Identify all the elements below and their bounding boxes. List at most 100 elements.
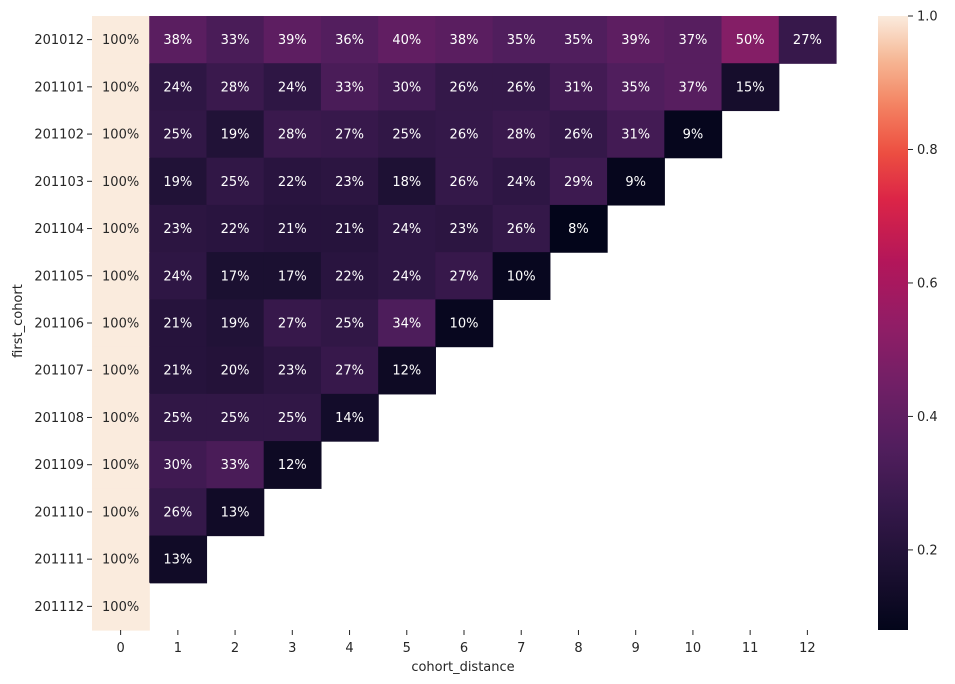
- y-axis-title: first_cohort: [11, 284, 26, 358]
- heatmap-cell: [320, 299, 379, 348]
- heatmap-cell: [92, 252, 150, 300]
- heatmap-cell: [149, 441, 208, 489]
- x-tick-label: 5: [403, 641, 411, 656]
- cell-value-label: 40%: [392, 33, 421, 48]
- cell-value-label: 35%: [621, 80, 650, 95]
- cell-value-label: 25%: [335, 317, 364, 332]
- heatmap-cell: [92, 63, 150, 112]
- cell-value-label: 24%: [507, 175, 536, 190]
- y-tick-label: 201102: [34, 128, 84, 143]
- cell-value-label: 21%: [163, 317, 192, 332]
- heatmap-cell: [664, 110, 723, 159]
- heatmap-cell: [607, 110, 665, 159]
- cell-value-label: 18%: [392, 175, 421, 190]
- cell-value-label: 10%: [507, 269, 536, 284]
- cell-value-label: 24%: [392, 269, 421, 284]
- cell-value-label: 30%: [163, 458, 192, 473]
- heatmap-cell: [549, 16, 608, 64]
- heatmap-cell: [149, 535, 208, 584]
- cell-value-label: 38%: [450, 33, 479, 48]
- cell-value-label: 13%: [221, 505, 250, 520]
- cell-value-label: 100%: [102, 553, 139, 568]
- heatmap-cell: [92, 488, 150, 537]
- y-tick-label: 201110: [34, 505, 84, 520]
- heatmap-cell: [378, 252, 436, 300]
- heatmap-cell: [664, 63, 723, 112]
- cell-value-label: 24%: [163, 80, 192, 95]
- heatmap-cell: [435, 157, 494, 206]
- heatmap-cell: [263, 157, 322, 206]
- heatmap-cell: [492, 16, 551, 64]
- heatmap-cell: [378, 157, 436, 206]
- heatmap-cell: [263, 441, 322, 489]
- cell-value-label: 37%: [678, 80, 707, 95]
- cell-value-label: 22%: [221, 222, 250, 237]
- x-tick-label: 11: [742, 641, 759, 656]
- cell-value-label: 22%: [335, 269, 364, 284]
- y-tick-labels: 201012 201101 201102 201103 201104 201105 2011…: [34, 33, 92, 615]
- cell-value-label: 29%: [564, 175, 593, 190]
- cell-value-label: 15%: [736, 80, 765, 95]
- cell-value-label: 27%: [335, 128, 364, 143]
- x-tick-label: 12: [799, 641, 816, 656]
- cell-value-label: 25%: [221, 411, 250, 426]
- cell-value-label: 27%: [278, 317, 307, 332]
- heatmap-cell: [435, 252, 494, 300]
- heatmap-cell: [206, 441, 265, 489]
- heatmap-cell: [320, 157, 379, 206]
- cell-value-label: 34%: [392, 317, 421, 332]
- heatmap-cell: [149, 393, 208, 442]
- cell-value-label: 35%: [564, 33, 593, 48]
- cell-value-label: 23%: [163, 222, 192, 237]
- heatmap-cell: [263, 110, 322, 159]
- cell-value-label: 28%: [221, 80, 250, 95]
- heatmap-cell: [206, 110, 265, 159]
- cell-value-label: 100%: [102, 317, 139, 332]
- cell-value-label: 13%: [163, 553, 192, 568]
- cell-value-label: 50%: [736, 33, 765, 48]
- heatmap-cell: [149, 252, 208, 300]
- cell-value-label: 28%: [278, 128, 307, 143]
- heatmap-cell: [149, 488, 208, 537]
- x-tick-label: 9: [632, 641, 640, 656]
- cell-value-label: 26%: [507, 222, 536, 237]
- cell-value-label: 38%: [163, 33, 192, 48]
- colorbar-tick-label: 1.0: [917, 10, 938, 25]
- cell-value-label: 100%: [102, 411, 139, 426]
- heatmap-cell: [92, 535, 150, 584]
- heatmap-cell: [320, 204, 379, 253]
- cell-value-label: 27%: [793, 33, 822, 48]
- cell-value-label: 14%: [335, 411, 364, 426]
- heatmap-cell: [206, 393, 265, 442]
- heatmap-cell: [492, 204, 551, 253]
- heatmap-cell: [607, 157, 665, 206]
- heatmap-cell: [320, 16, 379, 64]
- x-tick-label: 8: [574, 641, 582, 656]
- heatmap-cell: [378, 204, 436, 253]
- cell-value-label: 26%: [450, 175, 479, 190]
- x-tick-label: 4: [345, 641, 353, 656]
- cell-value-label: 100%: [102, 33, 139, 48]
- heatmap-cell: [721, 16, 780, 64]
- cell-value-label: 20%: [221, 364, 250, 379]
- heatmap-cell: [92, 582, 150, 631]
- y-tick-label: 201109: [34, 458, 84, 473]
- cell-value-label: 12%: [278, 458, 307, 473]
- heatmap-cell: [92, 110, 150, 159]
- heatmap-cell: [607, 16, 665, 64]
- cell-value-label: 100%: [102, 269, 139, 284]
- cell-value-label: 33%: [335, 80, 364, 95]
- heatmap-cell: [263, 16, 322, 64]
- x-tick-label: 0: [116, 641, 124, 656]
- heatmap-cell: [549, 110, 608, 159]
- cell-value-label: 24%: [163, 269, 192, 284]
- heatmap-cell: [263, 252, 322, 300]
- heatmap-cell: [378, 63, 436, 112]
- heatmap-cell: [378, 299, 436, 348]
- heatmap-cell: [92, 157, 150, 206]
- heatmap-cell: [435, 204, 494, 253]
- heatmap-cell: [206, 299, 265, 348]
- x-tick-label: 2: [231, 641, 239, 656]
- x-tick-label: 1: [174, 641, 182, 656]
